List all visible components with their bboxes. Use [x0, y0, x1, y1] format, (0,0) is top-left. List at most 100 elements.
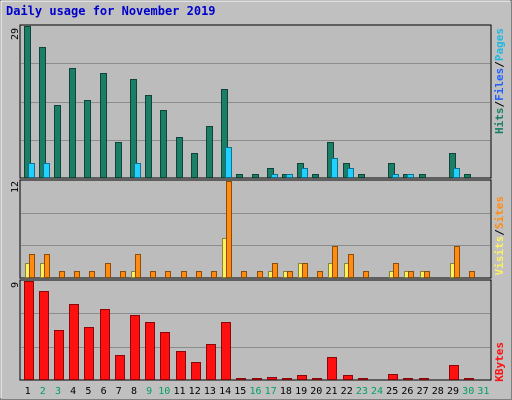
bar-hits-day-15: [236, 174, 243, 178]
bar-hits-day-1: [24, 26, 31, 178]
x-tick-label-day-9: 9: [146, 386, 152, 397]
bar-files-day-18: [286, 174, 293, 178]
x-tick-label-day-10: 10: [158, 386, 170, 397]
bar-kbytes-day-27: [419, 378, 429, 380]
bar-sites-day-2: [44, 254, 50, 278]
bar-sites-day-18: [287, 271, 293, 278]
x-tick-label-day-22: 22: [341, 386, 353, 397]
bar-hits-day-27: [419, 174, 426, 178]
bar-sites-day-1: [29, 254, 35, 278]
bar-files-day-21: [331, 158, 338, 178]
legend-separator: /: [493, 101, 506, 108]
bar-sites-day-17: [272, 263, 278, 278]
x-tick-label-day-6: 6: [101, 386, 107, 397]
chart-title: Daily usage for November 2019: [6, 4, 216, 18]
bar-hits-day-30: [464, 174, 471, 178]
bar-hits-day-25: [388, 163, 395, 178]
bar-hits-day-6: [100, 73, 107, 178]
x-tick-label-day-21: 21: [325, 386, 337, 397]
x-tick-label-day-23: 23: [356, 386, 368, 397]
bar-sites-day-5: [89, 271, 95, 278]
bar-sites-day-20: [317, 271, 323, 278]
bar-kbytes-day-21: [327, 357, 337, 380]
kbytes-plot-area: [19, 279, 492, 381]
bar-files-day-14: [225, 147, 232, 178]
x-tick-label-day-17: 17: [265, 386, 277, 397]
bar-kbytes-day-9: [145, 322, 155, 380]
legend-pages: Pages: [493, 28, 506, 61]
hits-files-pages-legend: Hits/Files/Pages: [493, 28, 506, 134]
bar-sites-day-30: [469, 271, 475, 278]
bar-sites-day-12: [196, 271, 202, 278]
bar-hits-day-11: [176, 137, 183, 178]
x-tick-label-day-1: 1: [25, 386, 31, 397]
bar-sites-day-29: [454, 246, 460, 278]
bar-kbytes-day-25: [388, 374, 398, 380]
bar-kbytes-day-2: [39, 291, 49, 380]
bar-kbytes-day-23: [358, 378, 368, 380]
bar-hits-day-10: [160, 110, 167, 178]
x-tick-label-day-7: 7: [116, 386, 122, 397]
bar-kbytes-day-6: [100, 309, 110, 380]
bar-hits-day-5: [84, 100, 91, 178]
bar-hits-day-14: [221, 89, 228, 178]
bar-kbytes-day-1: [24, 281, 34, 380]
bar-kbytes-day-11: [176, 351, 186, 380]
x-tick-label-day-4: 4: [70, 386, 76, 397]
bar-files-day-17: [271, 174, 278, 178]
legend-kbytes: KBytes: [493, 342, 506, 382]
x-tick-label-day-19: 19: [295, 386, 307, 397]
x-tick-label-day-28: 28: [432, 386, 444, 397]
bar-hits-day-8: [130, 79, 137, 178]
bar-hits-day-9: [145, 95, 152, 178]
bar-sites-day-4: [74, 271, 80, 278]
bar-sites-day-19: [302, 263, 308, 278]
bar-files-day-25: [392, 174, 399, 178]
x-tick-label-day-5: 5: [85, 386, 91, 397]
bar-files-day-2: [43, 163, 50, 178]
legend-sites: Sites: [493, 196, 506, 229]
bar-kbytes-day-20: [312, 378, 322, 380]
x-tick-label-day-12: 12: [189, 386, 201, 397]
x-axis-day-labels: 1 2 3 4 5 6 7 8 9 10 11 12 13 14 15 16 17 18 19 20 21 22 23 24 2…: [25, 386, 490, 397]
hits-ymax-label: 29: [10, 28, 21, 40]
bar-kbytes-day-29: [449, 365, 459, 380]
kbytes-ymax-label: 9: [10, 282, 21, 288]
bar-sites-day-13: [211, 271, 217, 278]
bar-hits-day-29: [449, 153, 456, 178]
bar-kbytes-day-4: [69, 304, 79, 380]
bar-kbytes-day-18: [282, 378, 292, 380]
x-tick-label-day-14: 14: [219, 386, 231, 397]
bar-sites-day-7: [120, 271, 126, 278]
bar-hits-day-7: [115, 142, 122, 178]
bar-hits-day-2: [39, 47, 46, 178]
bar-sites-day-23: [363, 271, 369, 278]
bar-files-day-1: [28, 163, 35, 178]
bar-kbytes-day-8: [130, 315, 140, 380]
sites-ymax-label: 12: [10, 181, 21, 193]
bar-kbytes-day-16: [252, 378, 262, 380]
bar-hits-day-16: [252, 174, 259, 178]
bar-hits-day-3: [54, 105, 61, 178]
bar-kbytes-day-22: [343, 375, 353, 380]
bar-kbytes-day-13: [206, 344, 216, 380]
hits-files-pages-plot-area: [19, 24, 492, 179]
legend-separator: /: [493, 61, 506, 68]
legend-files: Files: [493, 68, 506, 101]
bar-kbytes-day-3: [54, 330, 64, 380]
x-tick-label-day-13: 13: [204, 386, 216, 397]
x-tick-label-day-26: 26: [401, 386, 413, 397]
legend-separator: /: [493, 229, 506, 236]
x-tick-label-day-11: 11: [173, 386, 185, 397]
bar-files-day-8: [134, 163, 141, 178]
bar-files-day-26: [407, 174, 414, 178]
bar-sites-day-14: [226, 181, 232, 278]
bar-kbytes-day-26: [403, 378, 413, 380]
bar-kbytes-day-5: [84, 327, 94, 380]
bar-kbytes-day-19: [297, 375, 307, 380]
bar-kbytes-day-17: [267, 377, 277, 380]
bar-sites-day-9: [150, 271, 156, 278]
visits-sites-legend: Visits/Sites: [493, 196, 506, 276]
bar-hits-day-12: [191, 153, 198, 178]
